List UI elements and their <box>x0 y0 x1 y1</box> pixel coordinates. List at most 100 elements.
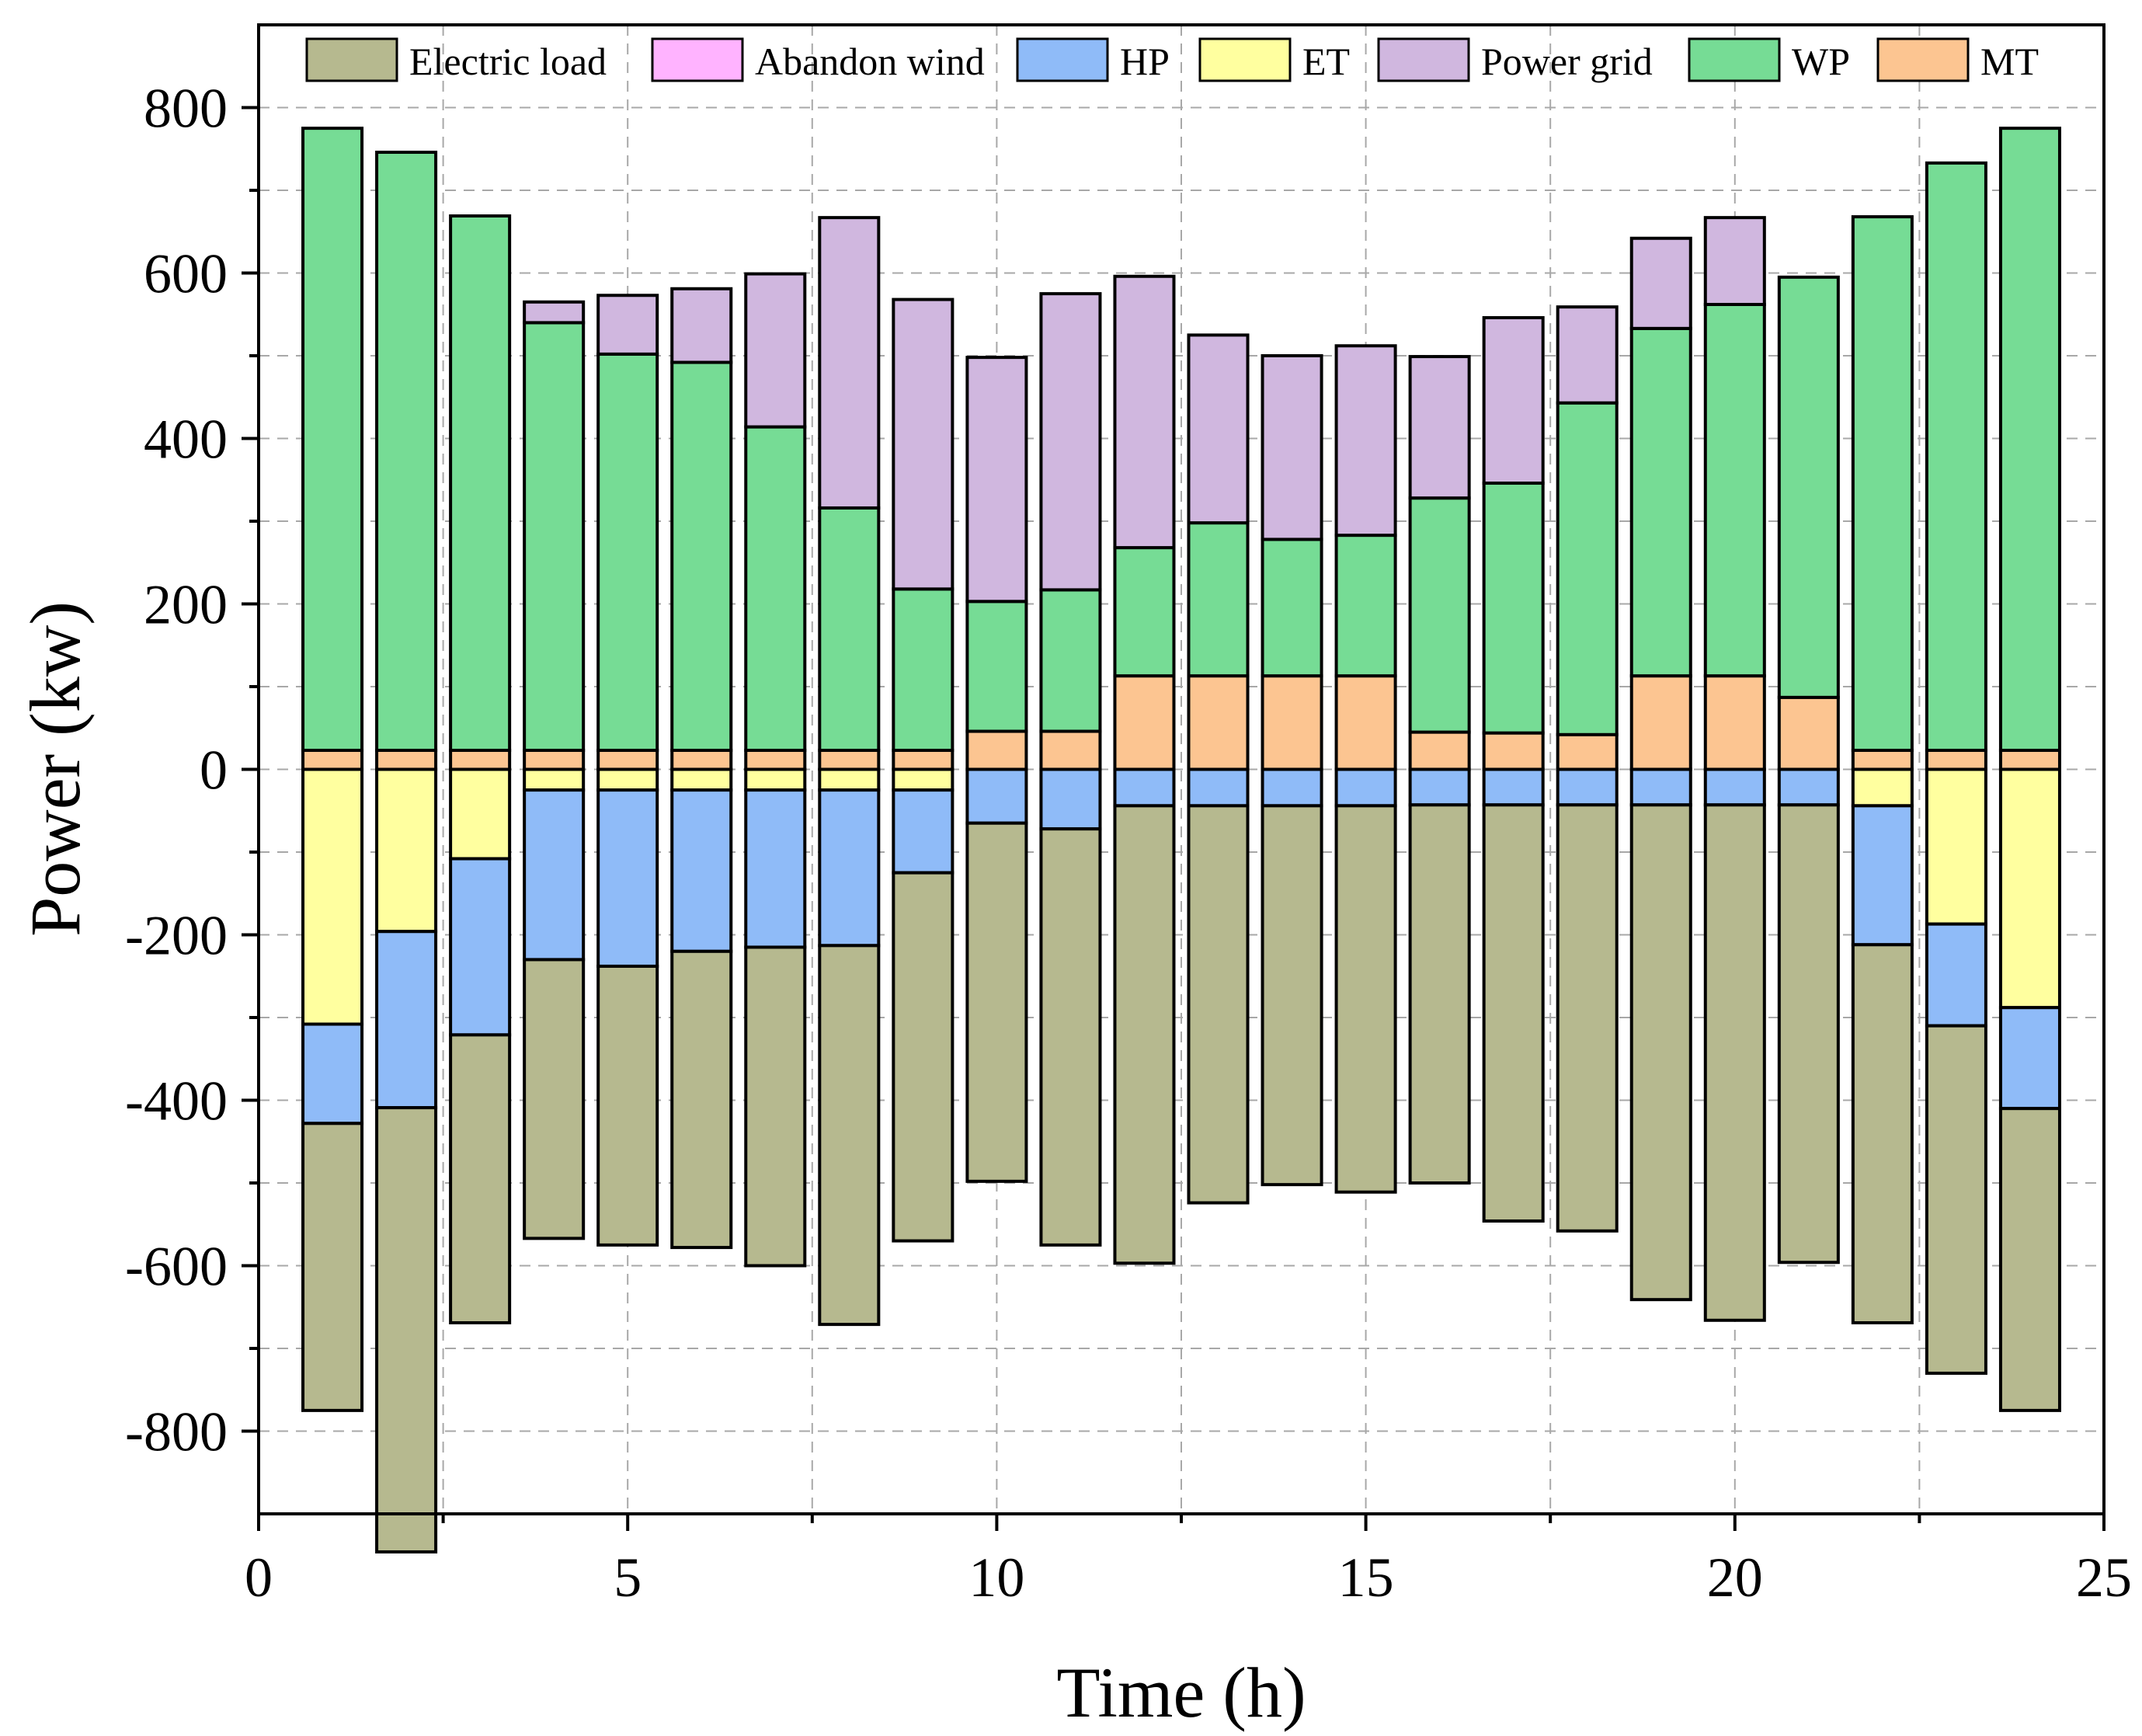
bar-mt-16 <box>1408 730 1471 771</box>
legend-swatch-power-grid <box>1377 37 1470 82</box>
bar-hp-2 <box>375 930 438 1110</box>
bar-power-grid-12 <box>1113 274 1176 550</box>
x-tick-label: 15 <box>1338 1546 1394 1609</box>
bar-wp-4 <box>523 321 586 753</box>
legend-label-hp: HP <box>1120 40 1170 83</box>
bar-et-1 <box>301 767 364 1026</box>
x-tick-label: 25 <box>2076 1546 2132 1609</box>
bar-mt-8 <box>818 749 881 771</box>
bar-mt-22 <box>1851 749 1914 771</box>
bar-power-grid-4 <box>523 300 586 325</box>
bar-hp-22 <box>1851 804 1914 947</box>
bar-wp-23 <box>1925 161 1987 753</box>
bar-power-grid-14 <box>1261 354 1323 541</box>
bar-mt-15 <box>1334 674 1397 771</box>
bar-electric-load-18 <box>1556 803 1619 1233</box>
x-tick-label: 20 <box>1707 1546 1763 1609</box>
y-axis-title: Power (kw) <box>16 601 95 937</box>
bar-wp-1 <box>301 127 364 753</box>
bar-et-4 <box>523 767 586 792</box>
bar-hp-11 <box>1039 767 1102 831</box>
bar-electric-load-13 <box>1187 804 1250 1205</box>
bar-stacks <box>301 127 2061 1553</box>
legend-swatch-et <box>1198 37 1292 82</box>
bar-et-6 <box>670 767 733 792</box>
y-tick-label: -800 <box>125 1401 228 1463</box>
bar-wp-6 <box>670 360 733 753</box>
bar-hp-1 <box>301 1022 364 1125</box>
legend-swatch-mt <box>1876 37 1970 82</box>
bar-hp-24 <box>1998 1006 2061 1111</box>
bar-mt-3 <box>449 749 512 771</box>
bar-et-2 <box>375 767 438 934</box>
bar-power-grid-18 <box>1556 305 1619 405</box>
bar-electric-load-17 <box>1482 803 1545 1223</box>
bar-wp-2 <box>375 151 438 753</box>
bar-hp-17 <box>1482 767 1545 807</box>
bar-electric-load-9 <box>892 871 955 1243</box>
bar-electric-load-2 <box>375 1106 438 1553</box>
x-tick-label: 10 <box>968 1546 1024 1609</box>
legend-label-mt: MT <box>1980 40 2039 83</box>
bar-wp-5 <box>596 352 659 753</box>
bar-mt-19 <box>1629 674 1692 771</box>
legend-swatch-wp <box>1688 37 1781 82</box>
bar-wp-22 <box>1851 215 1914 753</box>
bar-wp-7 <box>744 425 807 753</box>
x-tick-label: 0 <box>245 1546 273 1609</box>
bar-hp-10 <box>965 767 1028 825</box>
bar-mt-17 <box>1482 731 1545 771</box>
legend-swatch-hp <box>1016 37 1109 82</box>
bar-mt-14 <box>1261 674 1323 771</box>
bar-power-grid-6 <box>670 287 733 364</box>
bar-hp-9 <box>892 788 955 875</box>
bar-hp-13 <box>1187 767 1250 808</box>
bar-power-grid-9 <box>892 297 955 591</box>
bar-mt-10 <box>965 729 1028 771</box>
bar-et-9 <box>892 767 955 792</box>
y-tick-label: 400 <box>144 409 228 471</box>
bar-wp-14 <box>1261 537 1323 678</box>
bar-mt-7 <box>744 749 807 771</box>
y-tick-label: 600 <box>144 243 228 305</box>
bar-mt-2 <box>375 749 438 771</box>
bar-wp-12 <box>1113 546 1176 678</box>
legend: Electric load Abandon wind HP ET Power grid W… <box>305 37 2039 83</box>
bar-electric-load-23 <box>1925 1024 1987 1375</box>
bar-et-8 <box>818 767 881 792</box>
y-tick-label: 200 <box>144 574 228 636</box>
bar-hp-21 <box>1777 767 1840 807</box>
bar-wp-18 <box>1556 401 1619 736</box>
legend-label-et: ET <box>1302 40 1350 83</box>
bar-et-5 <box>596 767 659 792</box>
bar-hp-7 <box>744 788 807 949</box>
bar-electric-load-7 <box>744 945 807 1268</box>
legend-label-electric-load: Electric load <box>409 40 607 83</box>
bar-hp-8 <box>818 788 881 948</box>
bar-hp-14 <box>1261 767 1323 808</box>
x-axis-title: Time (h) <box>1056 1653 1306 1732</box>
bar-hp-12 <box>1113 767 1176 808</box>
bar-hp-5 <box>596 788 659 968</box>
bar-wp-15 <box>1334 534 1397 678</box>
bar-wp-24 <box>1998 127 2061 753</box>
bar-electric-load-19 <box>1629 803 1692 1302</box>
bar-wp-10 <box>965 600 1028 733</box>
bar-et-22 <box>1851 767 1914 808</box>
bar-et-3 <box>449 767 512 861</box>
bar-electric-load-10 <box>965 821 1028 1183</box>
bar-hp-4 <box>523 788 586 962</box>
bar-mt-4 <box>523 749 586 771</box>
bar-electric-load-22 <box>1851 943 1914 1324</box>
legend-label-wp: WP <box>1792 40 1850 83</box>
bar-power-grid-16 <box>1408 355 1471 500</box>
bar-wp-11 <box>1039 588 1102 733</box>
bar-electric-load-24 <box>1998 1107 2061 1412</box>
bar-hp-23 <box>1925 922 1987 1028</box>
bar-wp-16 <box>1408 496 1471 734</box>
bar-electric-load-20 <box>1703 803 1766 1322</box>
bar-mt-21 <box>1777 695 1840 771</box>
bar-electric-load-14 <box>1261 804 1323 1187</box>
bar-electric-load-15 <box>1334 804 1397 1194</box>
bar-mt-6 <box>670 749 733 771</box>
